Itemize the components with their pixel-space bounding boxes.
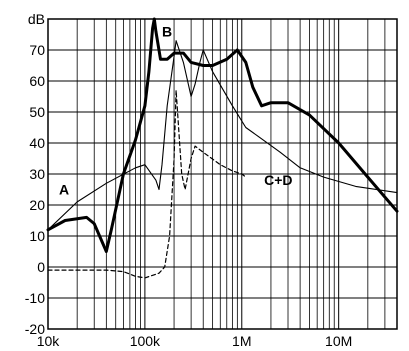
y-tick-label: 10 [29, 228, 45, 244]
series-line-b [46, 17, 399, 253]
y-tick-label: 20 [29, 197, 45, 213]
y-tick-label: 50 [29, 104, 45, 120]
annotations: A B C+D [59, 23, 292, 197]
y-tick-label: 0 [37, 259, 45, 275]
x-tick-label: 10M [325, 333, 352, 349]
y-tick-label: -10 [25, 290, 45, 306]
grid [47, 18, 398, 330]
annotation-cd: C+D [264, 172, 292, 188]
plot-frame [47, 18, 398, 330]
y-tick-label: 70 [29, 42, 45, 58]
annotation-b: B [162, 23, 172, 39]
x-tick-label: 100k [130, 333, 161, 349]
series-lines [46, 17, 399, 279]
series-line-a [47, 40, 398, 231]
y-tick-label: dB [28, 11, 45, 27]
y-tick-label: -20 [25, 321, 45, 337]
x-tick-label: 1M [232, 333, 251, 349]
y-tick-label: 30 [29, 166, 45, 182]
y-tick-label: 60 [29, 73, 45, 89]
annotation-a: A [59, 182, 69, 198]
x-tick-label: 10k [37, 333, 61, 349]
y-tick-label: 40 [29, 135, 45, 151]
series-line-cd [47, 89, 247, 279]
